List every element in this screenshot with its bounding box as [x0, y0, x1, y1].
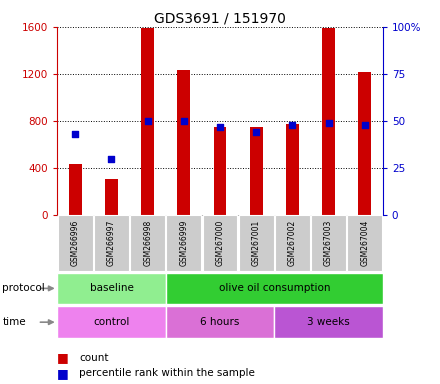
Bar	[57, 306, 166, 338]
Text: percentile rank within the sample: percentile rank within the sample	[79, 368, 255, 378]
Point	[253, 129, 260, 135]
Text: GSM267003: GSM267003	[324, 220, 333, 266]
Point	[144, 118, 151, 124]
Text: GSM266997: GSM266997	[107, 220, 116, 266]
Point	[216, 124, 224, 130]
Bar	[177, 70, 190, 215]
Bar	[58, 215, 93, 271]
Bar	[69, 164, 82, 215]
Bar	[322, 28, 335, 215]
Text: GSM267001: GSM267001	[252, 220, 260, 266]
Point	[108, 156, 115, 162]
Text: time: time	[2, 317, 26, 327]
Text: control: control	[93, 317, 130, 327]
Bar	[166, 306, 274, 338]
Bar	[359, 71, 371, 215]
Title: GDS3691 / 151970: GDS3691 / 151970	[154, 12, 286, 26]
Text: GSM267000: GSM267000	[216, 220, 224, 266]
Bar	[239, 215, 274, 271]
Text: protocol: protocol	[2, 283, 45, 293]
Bar	[214, 127, 226, 215]
Bar	[203, 215, 237, 271]
Text: ■: ■	[57, 351, 69, 364]
Text: 6 hours: 6 hours	[200, 317, 240, 327]
Text: GSM266999: GSM266999	[180, 220, 188, 266]
Bar	[130, 215, 165, 271]
Text: GSM267002: GSM267002	[288, 220, 297, 266]
Bar	[94, 215, 129, 271]
Text: olive oil consumption: olive oil consumption	[219, 283, 330, 293]
Bar	[311, 215, 346, 271]
Bar	[250, 127, 263, 215]
Bar	[57, 273, 166, 304]
Text: baseline: baseline	[89, 283, 133, 293]
Point	[180, 118, 187, 124]
Bar	[105, 179, 118, 215]
Text: GSM266996: GSM266996	[71, 220, 80, 266]
Bar	[166, 273, 383, 304]
Bar	[275, 215, 310, 271]
Bar	[347, 215, 382, 271]
Bar	[274, 306, 383, 338]
Point	[361, 122, 368, 128]
Point	[289, 122, 296, 128]
Text: ■: ■	[57, 367, 69, 380]
Bar	[286, 124, 299, 215]
Text: GSM266998: GSM266998	[143, 220, 152, 266]
Bar	[141, 28, 154, 215]
Text: GSM267004: GSM267004	[360, 220, 369, 266]
Text: count: count	[79, 353, 109, 363]
Bar	[166, 215, 201, 271]
Text: 3 weeks: 3 weeks	[307, 317, 350, 327]
Point	[325, 120, 332, 126]
Point	[72, 131, 79, 137]
